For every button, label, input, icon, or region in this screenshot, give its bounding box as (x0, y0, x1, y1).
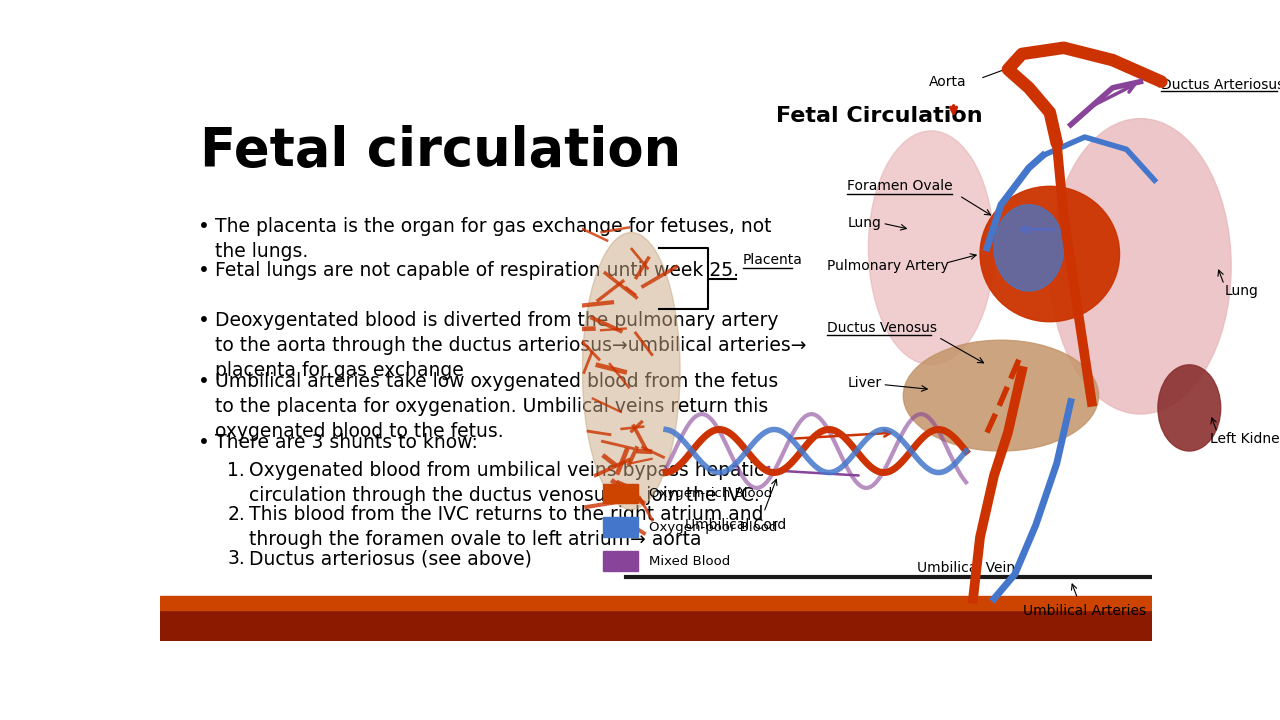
Text: Fetal circulation: Fetal circulation (200, 125, 681, 177)
Text: Aorta: Aorta (928, 75, 966, 89)
Text: •: • (197, 311, 210, 330)
Ellipse shape (868, 131, 995, 365)
Text: Fetal Circulation: Fetal Circulation (776, 106, 983, 126)
Text: Left Kidney: Left Kidney (1211, 432, 1280, 446)
Ellipse shape (904, 341, 1098, 451)
Text: Ductus Arteriosus: Ductus Arteriosus (1161, 78, 1280, 91)
Text: Umbilical Vein: Umbilical Vein (916, 561, 1015, 575)
Text: Umbilical Arteries: Umbilical Arteries (1023, 604, 1146, 618)
Bar (160, 605, 1152, 641)
Text: Oxygenated blood from umbilical veins bypass hepatic
circulation through the duc: Oxygenated blood from umbilical veins by… (250, 461, 764, 505)
Ellipse shape (1158, 365, 1221, 451)
Ellipse shape (980, 186, 1120, 322)
Bar (160, 596, 1152, 611)
Text: Placenta: Placenta (742, 253, 803, 267)
Ellipse shape (582, 233, 680, 510)
Text: Ductus arteriosus (see above): Ductus arteriosus (see above) (250, 549, 532, 568)
Text: Fetal lungs are not capable of respiration until week 25.: Fetal lungs are not capable of respirati… (215, 261, 739, 280)
Text: •: • (197, 372, 210, 391)
Text: This blood from the IVC returns to the right atrium and
through the foramen oval: This blood from the IVC returns to the r… (250, 505, 764, 549)
Text: Lung: Lung (1224, 284, 1258, 298)
Text: 3.: 3. (228, 549, 246, 568)
Bar (603, 552, 639, 571)
Text: •: • (197, 261, 210, 280)
Text: Mixed Blood: Mixed Blood (649, 554, 730, 567)
Ellipse shape (995, 204, 1064, 291)
Text: Oxygen-rich Blood: Oxygen-rich Blood (649, 487, 772, 500)
Bar (603, 484, 639, 503)
Text: Oxygen-poor Blood: Oxygen-poor Blood (649, 521, 777, 534)
Ellipse shape (1050, 119, 1231, 414)
Text: Ductus Venosus: Ductus Venosus (827, 321, 937, 335)
Text: The placenta is the organ for gas exchange for fetuses, not
the lungs.: The placenta is the organ for gas exchan… (215, 217, 771, 261)
Text: •: • (197, 217, 210, 235)
Bar (603, 518, 639, 537)
Text: Liver: Liver (847, 377, 882, 390)
Text: There are 3 shunts to know:: There are 3 shunts to know: (215, 433, 477, 452)
Text: Foramen Ovale: Foramen Ovale (847, 179, 954, 193)
Text: 1.: 1. (228, 461, 246, 480)
Text: Lung: Lung (847, 216, 882, 230)
Text: •: • (197, 433, 210, 452)
Text: 2.: 2. (228, 505, 246, 524)
Text: Umbilical arteries take low oxygenated blood from the fetus
to the placenta for : Umbilical arteries take low oxygenated b… (215, 372, 778, 441)
Text: Deoxygentated blood is diverted from the pulmonary artery
to the aorta through t: Deoxygentated blood is diverted from the… (215, 311, 806, 380)
Text: Umbilical Cord: Umbilical Cord (685, 518, 786, 532)
Text: Pulmonary Artery: Pulmonary Artery (827, 259, 948, 274)
